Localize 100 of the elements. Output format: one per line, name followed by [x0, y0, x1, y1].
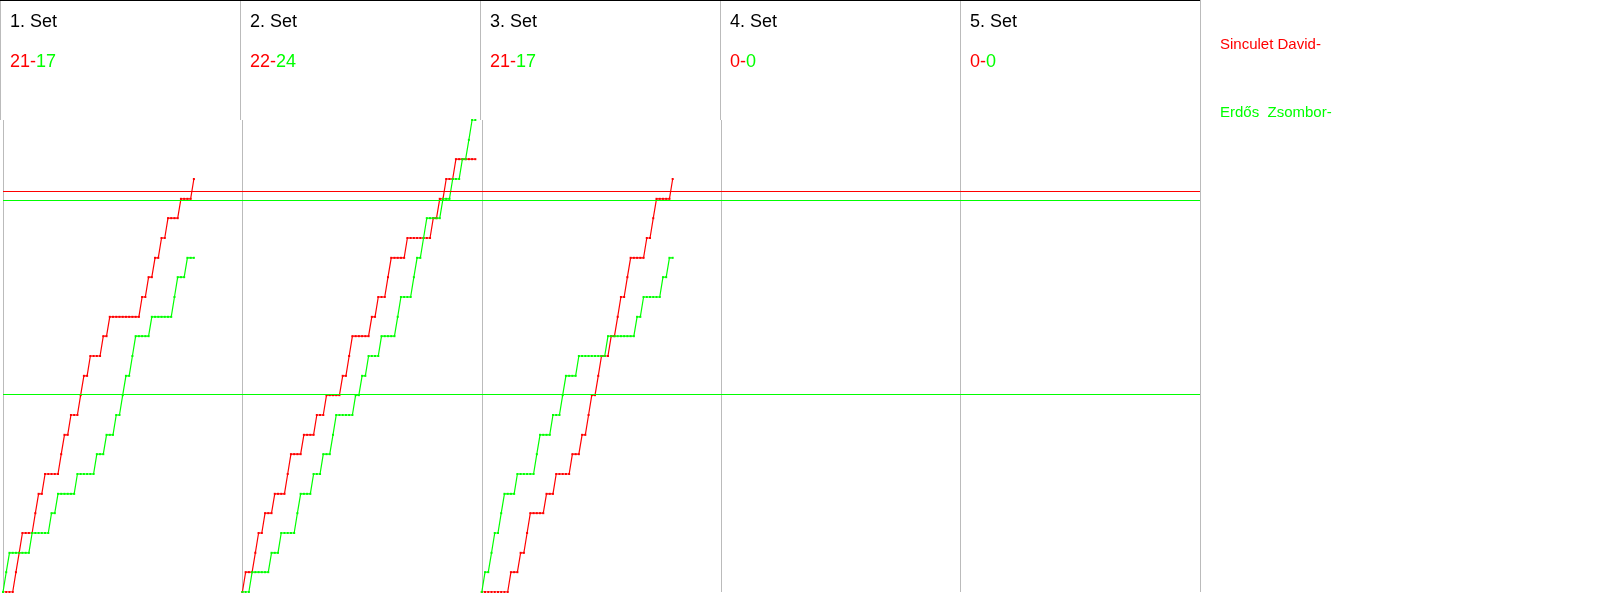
point: [655, 197, 658, 200]
point: [503, 492, 506, 495]
point: [490, 551, 493, 554]
point: [50, 512, 53, 515]
point: [574, 374, 577, 377]
point: [144, 335, 147, 338]
point: [183, 276, 186, 279]
point: [53, 512, 56, 515]
point: [189, 197, 192, 200]
point: [60, 453, 63, 456]
point: [623, 335, 626, 338]
point: [24, 551, 27, 554]
point: [522, 551, 525, 554]
point: [571, 453, 574, 456]
text: 24: [276, 51, 297, 71]
text: 0-: [730, 51, 747, 71]
point: [40, 492, 43, 495]
point: [668, 256, 671, 259]
point: [157, 256, 160, 259]
text: 1. Set: [10, 11, 58, 31]
point: [124, 374, 127, 377]
point: [632, 335, 635, 338]
point: [629, 335, 632, 338]
point: [170, 315, 173, 318]
text: 0-: [970, 51, 987, 71]
point: [69, 492, 72, 495]
point: [597, 374, 600, 377]
point: [124, 315, 127, 318]
point: [539, 433, 542, 436]
point: [63, 433, 66, 436]
point: [11, 551, 14, 554]
point: [642, 256, 645, 259]
point: [548, 492, 551, 495]
point: [658, 197, 661, 200]
point: [484, 571, 487, 574]
point: [105, 433, 108, 436]
point: [66, 433, 69, 436]
point: [545, 492, 548, 495]
point: [176, 217, 179, 220]
point: [150, 315, 153, 318]
point: [128, 315, 131, 318]
point: [629, 256, 632, 259]
point: [163, 315, 166, 318]
point: [568, 374, 571, 377]
point: [606, 335, 609, 338]
point: [179, 197, 182, 200]
text: 2. Set: [250, 11, 298, 31]
point: [60, 492, 63, 495]
point: [108, 315, 111, 318]
point: [584, 433, 587, 436]
point: [34, 512, 37, 515]
point: [14, 571, 17, 574]
point: [542, 512, 545, 515]
text: 5. Set: [970, 11, 1018, 31]
point: [150, 276, 153, 279]
text: 22-: [250, 51, 277, 71]
point: [668, 197, 671, 200]
point: [545, 433, 548, 436]
point: [121, 315, 124, 318]
point: [509, 492, 512, 495]
point: [532, 512, 535, 515]
point: [529, 512, 532, 515]
text: 3. Set: [490, 11, 538, 31]
point: [513, 492, 516, 495]
point: [73, 492, 76, 495]
point: [147, 276, 150, 279]
text: 4. Set: [730, 11, 778, 31]
text: 17: [516, 51, 537, 71]
point: [131, 315, 134, 318]
point: [542, 433, 545, 436]
point: [574, 453, 577, 456]
point: [564, 374, 567, 377]
text: 17: [36, 51, 57, 71]
point: [95, 453, 98, 456]
point: [539, 512, 542, 515]
text: Erdős Zsombor-: [1220, 103, 1332, 120]
point: [506, 492, 509, 495]
point: [111, 315, 114, 318]
point: [102, 453, 105, 456]
point: [487, 571, 490, 574]
point: [134, 315, 137, 318]
text: Sinculet David-: [1220, 35, 1321, 52]
point: [661, 276, 664, 279]
point: [154, 315, 157, 318]
point: [37, 492, 40, 495]
point: [636, 315, 639, 318]
point: [166, 315, 169, 318]
point: [147, 335, 150, 338]
point: [186, 197, 189, 200]
point: [548, 433, 551, 436]
point: [105, 335, 108, 338]
point: [500, 512, 503, 515]
point: [626, 276, 629, 279]
point: [189, 256, 192, 259]
point: [652, 217, 655, 220]
point: [176, 276, 179, 279]
point: [519, 551, 522, 554]
point: [636, 256, 639, 259]
point: [571, 374, 574, 377]
point: [63, 492, 66, 495]
